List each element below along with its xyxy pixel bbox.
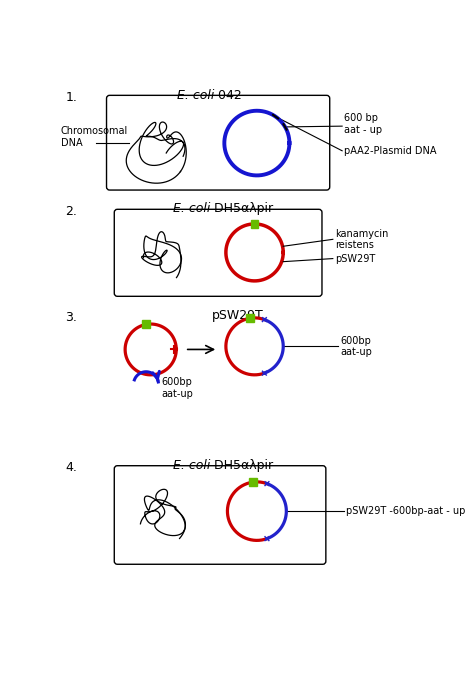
Text: pSW29T -600bp-aat - up: pSW29T -600bp-aat - up bbox=[346, 506, 465, 516]
Text: 600bp
aat-up: 600bp aat-up bbox=[341, 335, 373, 357]
Bar bbox=[249, 478, 257, 485]
Text: 600bp
aat-up: 600bp aat-up bbox=[162, 377, 193, 399]
Text: pAA2-Plasmid DNA: pAA2-Plasmid DNA bbox=[345, 146, 437, 155]
Text: pSW29T: pSW29T bbox=[335, 253, 375, 263]
Text: 042: 042 bbox=[214, 89, 242, 102]
Text: E. coli: E. coli bbox=[173, 459, 210, 472]
Text: E. coli: E. coli bbox=[177, 89, 214, 102]
Text: pSW29T: pSW29T bbox=[211, 310, 264, 323]
Text: DH5αλpir: DH5αλpir bbox=[210, 459, 273, 472]
FancyBboxPatch shape bbox=[107, 95, 330, 190]
Text: kanamycin
reistens: kanamycin reistens bbox=[335, 229, 389, 250]
Text: 2.: 2. bbox=[65, 204, 77, 218]
Bar bbox=[251, 220, 258, 227]
Text: E. coli: E. coli bbox=[173, 202, 210, 215]
Text: 1.: 1. bbox=[65, 91, 77, 104]
Text: Chromosomal
DNA: Chromosomal DNA bbox=[61, 126, 128, 148]
Bar bbox=[246, 314, 254, 322]
Text: DH5αλpir: DH5αλpir bbox=[210, 202, 273, 215]
FancyBboxPatch shape bbox=[114, 466, 326, 564]
Text: 600 bp
aat - up: 600 bp aat - up bbox=[345, 113, 383, 134]
Text: 4.: 4. bbox=[65, 461, 77, 474]
FancyBboxPatch shape bbox=[114, 209, 322, 296]
Text: 3.: 3. bbox=[65, 311, 77, 324]
Bar bbox=[142, 320, 150, 328]
